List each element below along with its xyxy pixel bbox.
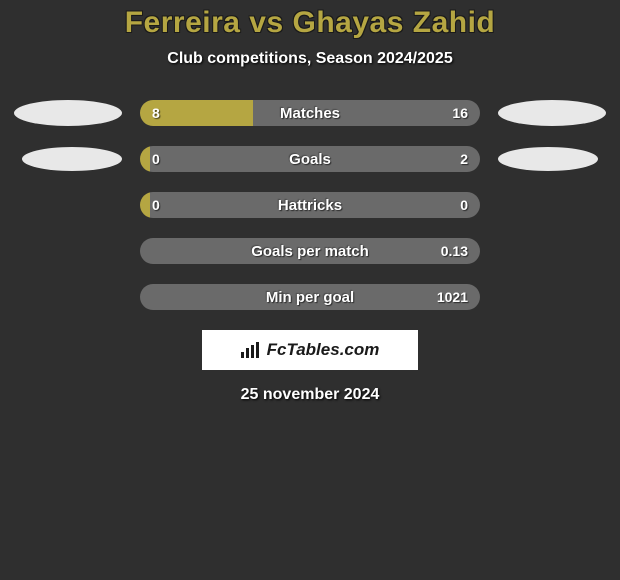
stat-value-left: 8 [152, 100, 160, 126]
date-label: 25 november 2024 [0, 386, 620, 404]
stat-bar-right [140, 284, 480, 310]
stat-row: 0.13Goals per match [0, 238, 620, 264]
stat-bar: 1021Min per goal [140, 284, 480, 310]
stat-row: 816Matches [0, 100, 620, 126]
attribution-badge[interactable]: FcTables.com [202, 330, 418, 370]
stat-bar: 00Hattricks [140, 192, 480, 218]
stat-value-right: 2 [460, 146, 468, 172]
stat-bar-right [253, 100, 480, 126]
stat-row: 02Goals [0, 146, 620, 172]
stat-bar-left [140, 146, 150, 172]
stat-bar-left [140, 192, 150, 218]
stat-bar-right [150, 192, 480, 218]
stat-value-right: 16 [452, 100, 468, 126]
attribution-text: FcTables.com [267, 340, 380, 360]
comparison-card: Ferreira vs Ghayas Zahid Club competitio… [0, 0, 620, 404]
stat-bar: 02Goals [140, 146, 480, 172]
stat-row: 1021Min per goal [0, 284, 620, 310]
stat-value-right: 1021 [437, 284, 468, 310]
stat-bar-right [140, 238, 480, 264]
player2-avatar [498, 147, 598, 171]
stat-value-left: 0 [152, 192, 160, 218]
stat-value-right: 0 [460, 192, 468, 218]
stat-value-right: 0.13 [441, 238, 468, 264]
stat-value-left: 0 [152, 146, 160, 172]
subtitle: Club competitions, Season 2024/2025 [0, 50, 620, 68]
player1-avatar [14, 100, 122, 126]
stat-bar: 816Matches [140, 100, 480, 126]
player1-avatar [22, 147, 122, 171]
page-title: Ferreira vs Ghayas Zahid [0, 6, 620, 40]
stat-bar-right [150, 146, 480, 172]
stat-bar: 0.13Goals per match [140, 238, 480, 264]
player2-avatar [498, 100, 606, 126]
stat-row: 00Hattricks [0, 192, 620, 218]
stats-list: 816Matches02Goals00Hattricks0.13Goals pe… [0, 100, 620, 310]
bar-chart-icon [241, 342, 261, 358]
